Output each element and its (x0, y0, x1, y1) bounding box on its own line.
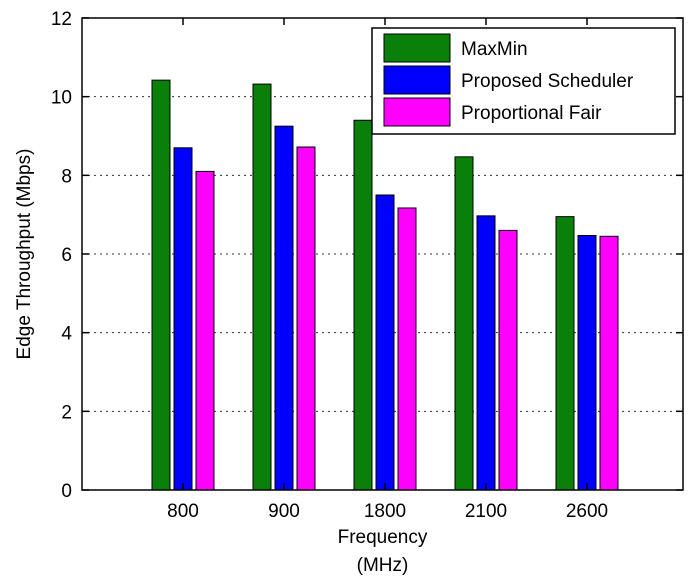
legend-label: Proposed Scheduler (461, 71, 634, 92)
bar-proposed-scheduler-2600 (577, 235, 597, 491)
bar-proportional-fair-1800 (397, 207, 417, 491)
bar-maxmin-2600 (555, 216, 575, 491)
x-tick-label: 2600 (566, 501, 608, 522)
y-tick-label: 8 (61, 166, 72, 187)
y-tick-label: 0 (61, 481, 72, 502)
bar-maxmin-800 (151, 79, 171, 491)
y-axis-ticks: 0 2 4 6 8 10 12 (51, 9, 683, 502)
bar-proposed-scheduler-1800 (375, 194, 395, 491)
legend-swatch-proportional-fair (383, 97, 451, 127)
x-tick-label: 900 (268, 501, 300, 522)
bar-maxmin-2100 (454, 156, 474, 491)
bar-proposed-scheduler-2100 (476, 215, 496, 491)
bar-proposed-scheduler-800 (173, 147, 193, 491)
y-tick-label: 4 (61, 324, 72, 345)
y-axis-label: Edge Throughput (Mbps) (14, 149, 35, 360)
x-tick-label: 2100 (465, 501, 507, 522)
y-tick-label: 10 (51, 88, 72, 109)
bar-proportional-fair-900 (296, 146, 316, 491)
x-axis-ticks: 800 900 1800 2100 2600 (167, 18, 608, 522)
legend-label: Proportional Fair (461, 103, 602, 124)
legend-swatch-proposed-scheduler (383, 65, 451, 95)
y-tick-label: 6 (61, 245, 72, 266)
y-tick-label: 2 (61, 402, 72, 423)
bar-proportional-fair-2100 (498, 229, 518, 491)
bar-maxmin-1800 (353, 119, 373, 491)
x-axis-label-line-2: (MHz) (357, 555, 409, 576)
bar-proportional-fair-800 (195, 170, 215, 491)
bar-proportional-fair-2600 (599, 235, 619, 491)
legend-swatch-maxmin (383, 33, 451, 63)
x-axis-label-line-1: Frequency (338, 527, 428, 548)
legend-label: MaxMin (461, 39, 528, 60)
bars (151, 79, 619, 491)
bar-maxmin-900 (252, 83, 272, 491)
y-tick-label: 12 (51, 9, 72, 30)
x-tick-label: 1800 (364, 501, 406, 522)
x-tick-label: 800 (167, 501, 199, 522)
bar-proposed-scheduler-900 (274, 125, 294, 491)
legend: MaxMin Proposed Scheduler Proportional Fai… (371, 27, 676, 135)
